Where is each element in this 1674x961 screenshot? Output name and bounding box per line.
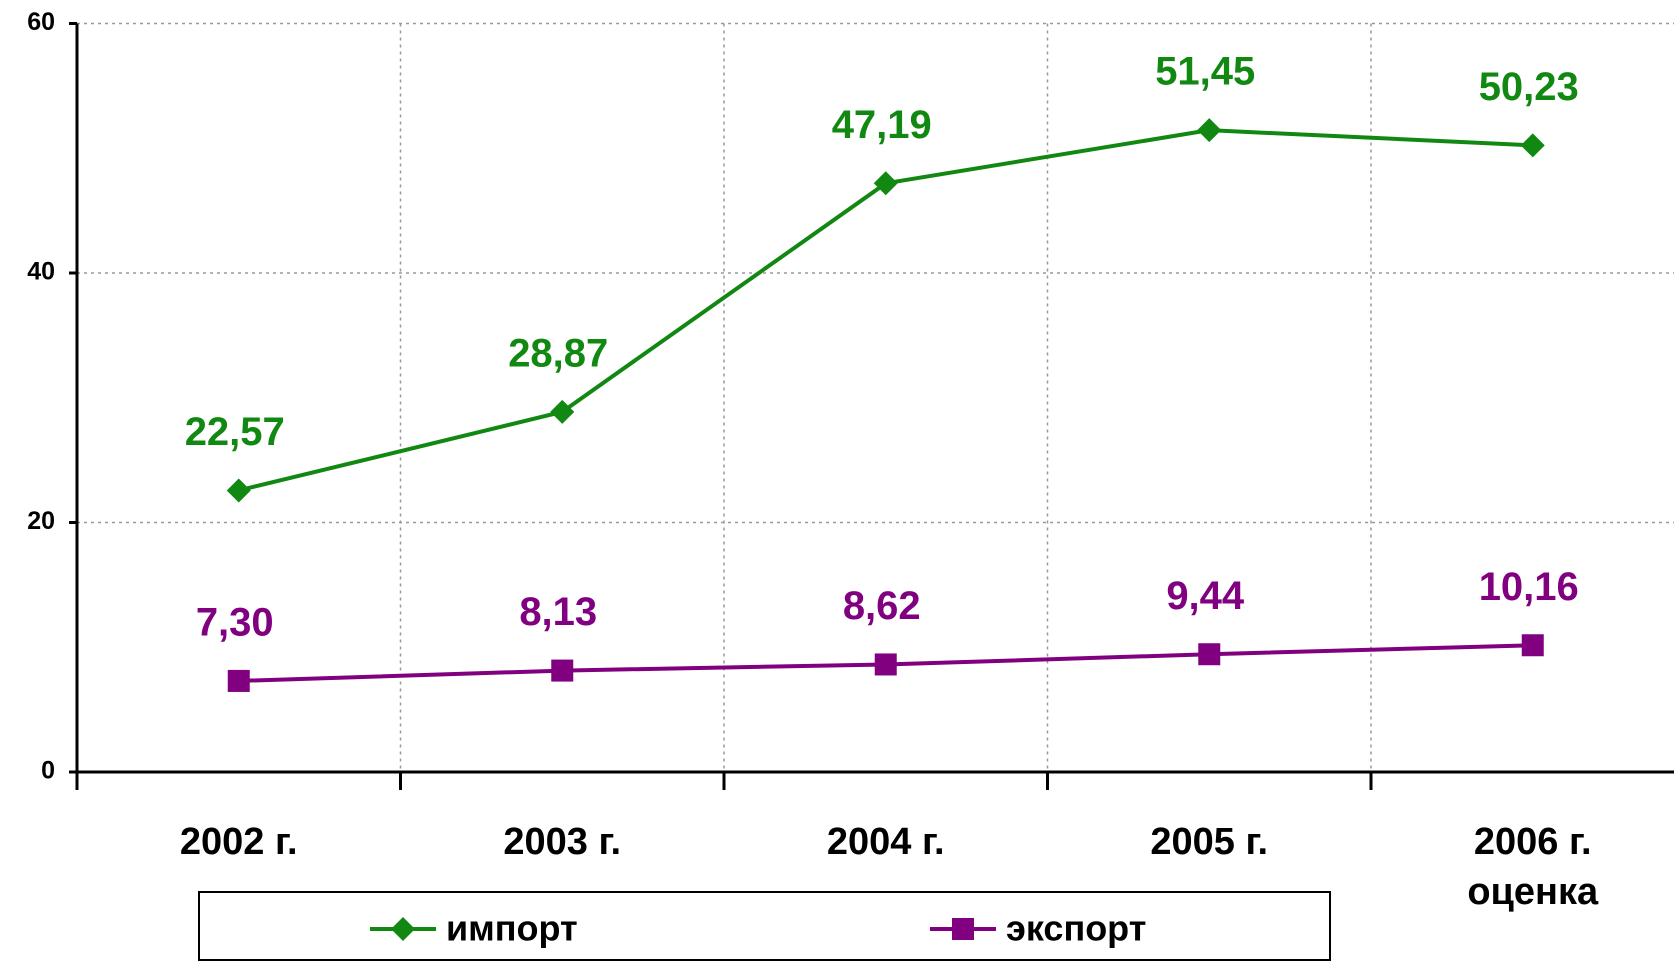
marker — [227, 669, 250, 692]
x-tick-label: 2002 г. — [179, 821, 298, 863]
data-label: 8,13 — [519, 590, 597, 634]
legend-marker — [391, 917, 415, 941]
x-tick-label: 2006 г. оценка — [1467, 821, 1599, 913]
y-tick-label: 0 — [41, 757, 55, 785]
legend-label: экспорт — [1006, 908, 1146, 949]
marker — [873, 171, 898, 196]
y-tick-label: 40 — [27, 258, 55, 286]
data-label: 22,57 — [185, 410, 285, 454]
x-tick-label: 2003 г. — [503, 821, 622, 863]
data-label: 8,62 — [843, 584, 921, 628]
y-tick-label: 60 — [27, 8, 55, 36]
marker — [874, 653, 897, 676]
data-label: 10,16 — [1479, 565, 1579, 609]
data-label: 47,19 — [832, 103, 932, 147]
legend-label: импорт — [446, 908, 578, 949]
legend-box — [198, 891, 1331, 961]
marker — [226, 478, 251, 503]
x-tick-label: 2005 г. — [1150, 821, 1269, 863]
data-label: 28,87 — [508, 331, 608, 375]
y-tick-label: 20 — [27, 507, 55, 535]
legend-marker — [952, 918, 974, 940]
marker — [1521, 634, 1544, 657]
data-label: 50,23 — [1479, 65, 1579, 109]
marker — [1198, 643, 1221, 666]
x-tick-label: 2004 г. — [826, 821, 945, 863]
marker — [551, 659, 574, 682]
marker — [1197, 118, 1222, 143]
data-label: 9,44 — [1166, 574, 1245, 618]
marker — [1520, 133, 1545, 158]
data-label: 51,45 — [1155, 50, 1255, 94]
marker — [550, 399, 575, 424]
data-label: 7,30 — [196, 600, 274, 644]
